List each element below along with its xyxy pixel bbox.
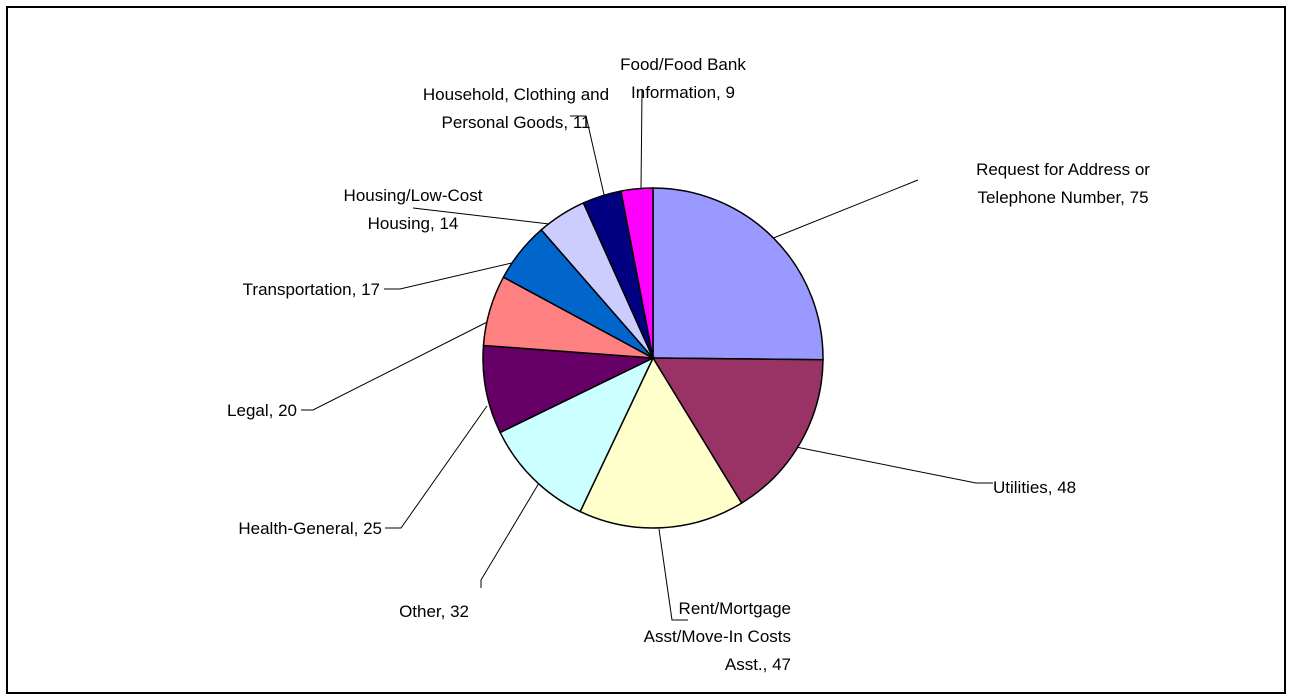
slice-label-utilities: Utilities, 48 [993,478,1076,497]
slice-labels: Request for Address or Telephone Number, … [227,55,1150,674]
slice-label-line: Information, 9 [631,83,735,102]
slice-label-line: Utilities, 48 [993,478,1076,497]
leader-line-household-clothing-and-personal-goods [570,115,606,200]
pie-slice-request-for-address-or-telephone-number [652,187,824,361]
leader-line-rent-mortgage-asst-move-in-costs-asst [658,528,688,621]
leader-line-legal [301,312,506,411]
slice-label-request-for-address-or-telephone-number: Request for Address or Telephone Number, … [976,160,1150,207]
slice-label-line: Health-General, 25 [238,519,382,538]
slice-label-line: Telephone Number, 75 [977,188,1148,207]
slice-label-food-food-bank-information: Food/Food Bank Information, 9 [620,55,746,102]
leader-line-other [480,477,543,588]
pie-slice-health-general [482,344,656,434]
pie-slice-food-food-bank-information [620,187,654,359]
leader-line-request-for-address-or-telephone-number [770,179,919,240]
slice-label-transportation: Transportation, 17 [243,280,380,299]
leader-line-utilities [795,446,993,484]
slice-label-line: Asst., 47 [725,655,791,674]
slice-label-line: Housing, 14 [368,214,459,233]
leader-line-health-general [385,405,488,529]
slice-label-housing-low-cost-housing: Housing/Low-Cost Housing, 14 [344,186,483,233]
slice-label-line: Household, Clothing and [423,85,609,104]
slice-label-line: Asst/Move-In Costs [644,627,791,646]
slice-label-line: Legal, 20 [227,401,297,420]
slice-label-health-general: Health-General, 25 [238,519,382,538]
leader-line-food-food-bank-information [640,89,643,191]
slice-label-line: Transportation, 17 [243,280,380,299]
slice-label-line: Request for Address or [976,160,1150,179]
slice-label-other: Other, 32 [399,602,469,621]
slice-label-household-clothing-and-personal-goods: Household, Clothing and Personal Goods, 1… [423,85,609,132]
slice-label-line: Housing/Low-Cost [344,186,483,205]
slice-label-line: Personal Goods, 11 [442,113,591,132]
pie-slice-utilities [651,357,824,505]
leader-line-transportation [384,258,530,290]
leader-lines [301,89,993,621]
chart-frame: Request for Address or Telephone Number, … [6,6,1286,694]
pie-chart: Request for Address or Telephone Number, … [227,55,1150,674]
leader-line-housing-low-cost-housing [412,207,567,227]
pie-slice-rent-mortgage-asst-move-in-costs-asst [579,356,743,529]
slice-label-legal: Legal, 20 [227,401,297,420]
pie-slices [482,187,824,529]
slice-label-line: Food/Food Bank [620,55,746,74]
slice-label-rent-mortgage-asst-move-in-costs-asst: Rent/Mortgage Asst/Move-In Costs Asst., 47 [644,599,791,674]
slice-label-line: Rent/Mortgage [679,599,791,618]
pie-slice-other [499,356,655,513]
slice-label-line: Other, 32 [399,602,469,621]
